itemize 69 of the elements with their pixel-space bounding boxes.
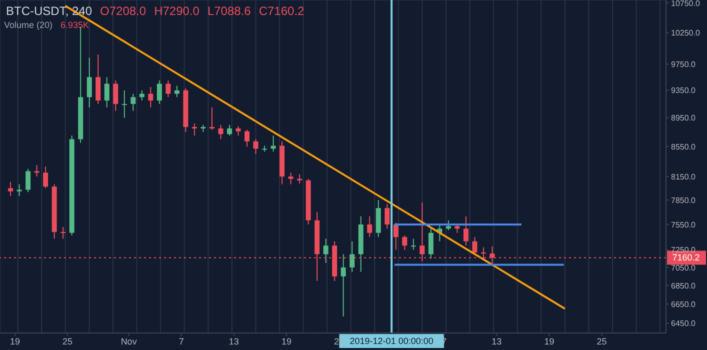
candlestick (96, 54, 101, 104)
candlestick (60, 226, 66, 240)
candlestick (244, 129, 250, 147)
x-tick-label: 25 (62, 336, 73, 346)
y-tick-label: 8950.0 (671, 114, 696, 123)
candlestick (192, 122, 197, 136)
y-tick-label: 7550.0 (671, 220, 696, 230)
ref-line-label: 2019-12-01 00:00:00 (350, 336, 434, 346)
candlestick (472, 236, 478, 255)
candlestick (104, 76, 110, 108)
x-tick-label: 25 (334, 336, 344, 346)
y-tick-label: 9350.0 (671, 86, 696, 96)
candlestick (446, 220, 451, 231)
annotation: L7088.6 (207, 4, 251, 18)
candlestick (226, 124, 232, 136)
candlestick (367, 216, 372, 238)
candlestick (340, 254, 346, 317)
x-tick-label: 13 (492, 336, 502, 346)
candlestick (297, 174, 302, 184)
candlestick (253, 138, 258, 154)
candlestick (148, 86, 154, 108)
y-tick-label: 8150.0 (671, 172, 696, 182)
candlestick (323, 238, 328, 264)
candlestick (410, 238, 416, 250)
x-tick-label: 25 (596, 336, 607, 346)
annotation: O7208.0 (100, 4, 146, 18)
candlestick (384, 204, 390, 230)
x-tick-label: 19 (281, 336, 292, 346)
annotation: C7160.2 (258, 4, 304, 18)
candlestick (113, 80, 118, 112)
candlestick (122, 90, 127, 118)
y-tick-label: 6450.0 (671, 319, 696, 328)
y-tick-label: 9750.0 (671, 60, 696, 69)
candlestick (156, 80, 162, 104)
candlestick (270, 135, 276, 152)
annotation: Volume (20) (4, 20, 53, 30)
candlestick (236, 126, 241, 136)
annotation: H7290.0 (154, 4, 200, 18)
y-tick-label: 6850.0 (671, 281, 696, 290)
candlestick (393, 222, 398, 250)
candlestick (86, 57, 92, 108)
candlestick (43, 166, 48, 189)
x-tick-label: Nov (120, 336, 138, 346)
y-tick-label: 8550.0 (671, 142, 696, 152)
x-tick-label: 13 (228, 336, 239, 346)
candlestick (218, 124, 224, 140)
y-tick-label: 7850.0 (671, 196, 696, 205)
candlestick (209, 106, 214, 130)
y-tick-label: 7050.0 (671, 263, 696, 272)
y-tick-label: 10250.0 (671, 28, 700, 38)
y-tick-label: 6650.0 (671, 300, 696, 309)
candlestick (34, 164, 40, 178)
annotation: 6.935K (60, 20, 90, 30)
candlestick (8, 181, 14, 197)
candlestick (463, 216, 468, 246)
x-tick-label: 19 (544, 336, 554, 346)
candlestick (402, 234, 408, 250)
candlestick (16, 184, 22, 197)
y-tick-label: 10750.0 (671, 0, 700, 8)
candlestick (130, 93, 136, 112)
candlestick (166, 80, 171, 98)
candlestick (428, 228, 434, 260)
ref-line-label: 7160.2 (672, 252, 700, 263)
candlestick (288, 172, 294, 185)
x-tick-label: 7 (178, 336, 184, 346)
x-tick-label: 19 (10, 336, 20, 346)
candlestick (26, 168, 31, 193)
candlestick (350, 240, 355, 272)
candlestick (174, 85, 180, 98)
